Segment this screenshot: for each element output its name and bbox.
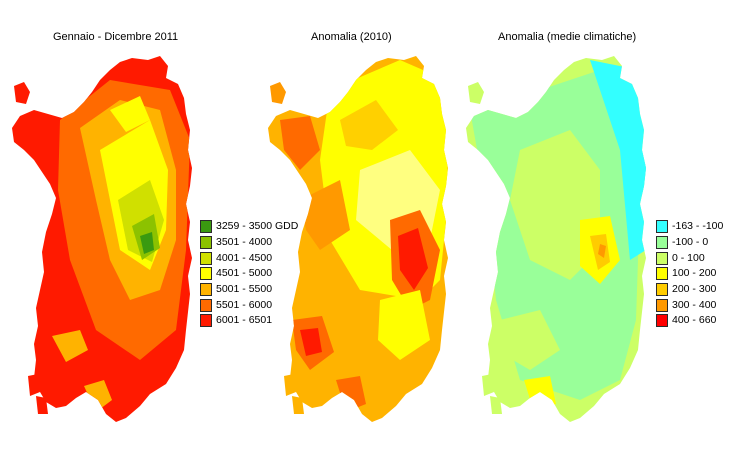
legend-gdd-row: 4001 - 4500 (200, 250, 298, 266)
legend-swatch (656, 220, 668, 234)
legend-label: -100 - 0 (672, 236, 709, 249)
panel-title-gdd-2011: Gennaio - Dicembre 2011 (53, 31, 179, 43)
islet-1b (28, 374, 40, 396)
legend-swatch (200, 236, 212, 250)
legend-anomaly-row: 200 - 300 (656, 282, 723, 298)
islet-2b (284, 374, 296, 396)
legend-swatch (200, 283, 212, 297)
legend-anomaly-row: -100 - 0 (656, 235, 723, 251)
legend-gdd: 3259 - 3500 GDD 3501 - 4000 4001 - 4500 … (200, 219, 298, 329)
panel-title-anomaly-climate: Anomalia (medie climatiche) (498, 31, 637, 43)
legend-anomaly-row: -163 - -100 (656, 219, 723, 235)
legend-label: 4001 - 4500 (216, 251, 273, 264)
legend-anomaly-row: 400 - 660 (656, 313, 723, 329)
legend-anomaly-row: 100 - 200 (656, 266, 723, 282)
legend-gdd-row: 3501 - 4000 (200, 235, 298, 251)
legend-gdd-row: 4501 - 5000 (200, 266, 298, 282)
panel-title-anomaly-2010: Anomalia (2010) (311, 31, 392, 43)
zones-anomaly-2010 (280, 60, 448, 412)
legend-swatch (656, 298, 668, 312)
map-anomaly-2010 (268, 56, 448, 422)
map-gdd-2011 (12, 56, 192, 422)
legend-label: 4501 - 5000 (216, 267, 273, 280)
legend-anomaly: -163 - -100 -100 - 0 0 - 100 100 - 200 2… (656, 219, 723, 329)
islet-1a (14, 82, 30, 104)
legend-swatch (200, 267, 212, 281)
map-anomaly-climate (466, 56, 646, 422)
legend-swatch (656, 283, 668, 297)
zones-anomaly-climate (470, 60, 646, 412)
legend-label: 3501 - 4000 (216, 236, 273, 249)
legend-label: 6001 - 6501 (216, 314, 273, 327)
legend-swatch (200, 314, 212, 328)
legend-swatch (656, 251, 668, 265)
legend-swatch (656, 267, 668, 281)
zones-gdd (52, 80, 190, 412)
legend-gdd-row: 3259 - 3500 GDD (200, 219, 298, 235)
legend-swatch (656, 314, 668, 328)
legend-label: 400 - 660 (672, 314, 717, 327)
legend-label: 5501 - 6000 (216, 298, 273, 311)
legend-anomaly-row: 300 - 400 (656, 297, 723, 313)
legend-label: 5001 - 5500 (216, 283, 273, 296)
legend-gdd-row: 5501 - 6000 (200, 297, 298, 313)
legend-gdd-row: 6001 - 6501 (200, 313, 298, 329)
legend-swatch (656, 236, 668, 250)
legend-label: 0 - 100 (672, 251, 705, 264)
legend-swatch (200, 251, 212, 265)
legend-swatch (200, 220, 212, 234)
legend-label: 3259 - 3500 GDD (216, 220, 299, 233)
islet-3b (482, 374, 494, 396)
islet-2a (270, 82, 286, 104)
legend-anomaly-row: 0 - 100 (656, 250, 723, 266)
legend-swatch (200, 298, 212, 312)
legend-label: -163 - -100 (672, 220, 724, 233)
legend-label: 200 - 300 (672, 283, 717, 296)
legend-gdd-row: 5001 - 5500 (200, 282, 298, 298)
legend-label: 300 - 400 (672, 298, 717, 311)
legend-label: 100 - 200 (672, 267, 717, 280)
islet-3a (468, 82, 484, 104)
